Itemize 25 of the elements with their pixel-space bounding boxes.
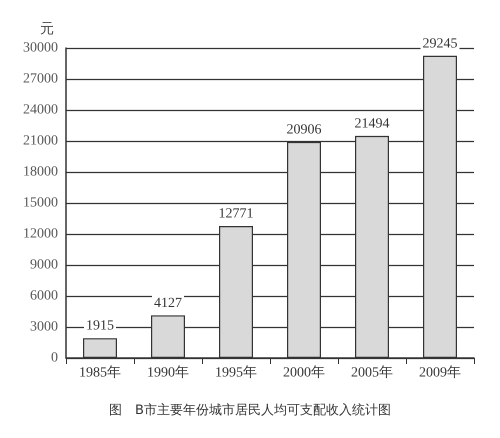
y-tick-label: 18000: [23, 164, 58, 180]
x-tick-label: 1985年: [79, 364, 121, 380]
y-tick-label: 24000: [23, 102, 58, 118]
data-label: 12771: [218, 206, 254, 222]
data-label: 29245: [422, 36, 458, 52]
x-tick-label: 1995年: [215, 364, 257, 380]
y-tick-label: 15000: [23, 196, 58, 210]
y-tick-label: 9000: [30, 258, 58, 272]
y-tick-label: 6000: [30, 288, 58, 304]
y-tick-label: 0: [51, 350, 58, 366]
data-label: 4127: [154, 296, 182, 311]
data-label: 21494: [354, 116, 390, 132]
y-axis-title: 元: [40, 21, 54, 37]
y-tick-label: 30000: [23, 40, 58, 56]
x-tick-label: 2005年: [351, 364, 393, 380]
data-label: 1915: [86, 318, 114, 334]
data-label: 20906: [286, 122, 322, 138]
x-tick-label: 1990年: [147, 364, 189, 380]
y-tick-label: 27000: [23, 72, 58, 86]
text: 图 B市主要年份城市居民人均可支配收入统计图: [109, 402, 391, 418]
y-tick-label: 21000: [23, 134, 58, 148]
x-tick-label: 2000年: [283, 364, 325, 380]
y-tick-label: 12000: [23, 226, 58, 242]
y-tick-label: 3000: [30, 320, 58, 334]
x-tick-label: 2009年: [419, 364, 461, 380]
